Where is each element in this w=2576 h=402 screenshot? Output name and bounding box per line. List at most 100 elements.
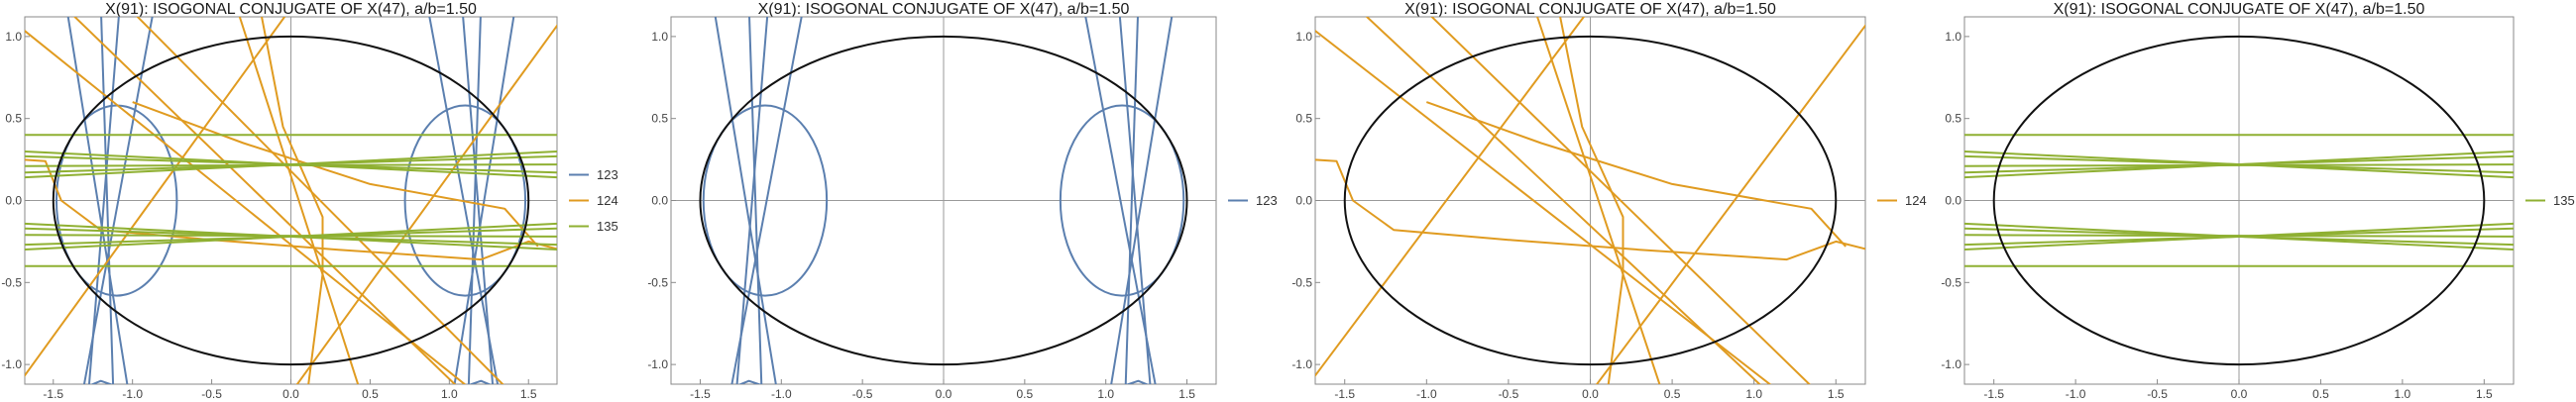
series-123 [702, 17, 1185, 384]
x-tick-label: 0.5 [2312, 387, 2329, 401]
series-124-curve [1536, 17, 1661, 384]
series-124-curve [261, 17, 324, 384]
x-tick-label: -0.5 [1499, 387, 1519, 401]
chart-title: X(91): ISOGONAL CONJUGATE OF X(47), a/b=… [105, 1, 477, 18]
chart-title: X(91): ISOGONAL CONJUGATE OF X(47), a/b=… [758, 1, 1130, 18]
series-123-curve [453, 17, 515, 384]
series-123-curve [1110, 17, 1174, 384]
y-tick-label: 0.5 [651, 112, 668, 126]
series-123-curve [1124, 17, 1139, 384]
y-tick-label: 0.0 [1295, 194, 1312, 208]
chart-panel-1: X(91): ISOGONAL CONJUGATE OF X(47), a/b=… [1, 1, 617, 401]
x-tick-label: -1.5 [1983, 387, 2004, 401]
y-tick-label: -0.5 [1941, 275, 1961, 289]
series-123-curve [100, 17, 115, 384]
x-tick-label: 1.0 [441, 387, 458, 401]
x-tick-label: 1.5 [2476, 387, 2493, 401]
series-124-curve [132, 101, 539, 248]
series-124-curve [1430, 17, 1811, 384]
x-tick-label: -1.0 [2066, 387, 2086, 401]
x-tick-label: 0.0 [282, 387, 299, 401]
series-124-curve [25, 17, 286, 377]
x-tick-label: -0.5 [201, 387, 222, 401]
y-tick-label: 1.0 [651, 30, 668, 44]
legend-label-123: 123 [1256, 193, 1278, 208]
series-123-curve [748, 17, 763, 384]
x-tick-label: -1.5 [43, 387, 63, 401]
plot-area [671, 17, 1216, 384]
y-tick-label: 0.5 [1295, 112, 1312, 126]
y-tick-label: 0.0 [651, 194, 668, 208]
series-124 [1315, 17, 1865, 384]
chart-panel-4: X(91): ISOGONAL CONJUGATE OF X(47), a/b=… [1941, 1, 2574, 401]
plot-area [1315, 17, 1865, 384]
x-tick-label: 0.5 [362, 387, 379, 401]
y-tick-label: -1.0 [1291, 357, 1312, 371]
series-123-curve [66, 17, 129, 384]
series-124-curve [1559, 17, 1624, 384]
series-123-curve [735, 17, 769, 384]
series-124-curve [238, 17, 360, 384]
y-tick-label: 0.0 [5, 194, 22, 208]
series-124-curve [1315, 17, 1586, 377]
series-135-curve [25, 163, 557, 167]
plot-area [25, 17, 557, 384]
chart-panel-3: X(91): ISOGONAL CONJUGATE OF X(47), a/b=… [1291, 1, 1926, 401]
x-tick-label: 1.0 [1745, 387, 1762, 401]
series-123-curve [1125, 379, 1150, 384]
series-123-curve [737, 379, 762, 384]
y-tick-label: -1.0 [1, 357, 22, 371]
x-tick-label: 1.5 [1178, 387, 1195, 401]
series-123-curve [87, 17, 120, 384]
reference-ellipse [1343, 35, 1838, 366]
series-135 [1964, 134, 2514, 267]
series-123-curve [462, 17, 495, 384]
x-tick-label: 1.0 [2395, 387, 2411, 401]
series-124-curve [1365, 17, 1761, 384]
legend-label-124: 124 [597, 193, 618, 208]
x-tick-label: -1.0 [122, 387, 143, 401]
x-tick-label: 0.5 [1017, 387, 1034, 401]
y-tick-label: 1.0 [1295, 30, 1312, 44]
x-tick-label: 1.5 [1828, 387, 1845, 401]
chart-title: X(91): ISOGONAL CONJUGATE OF X(47), a/b=… [2054, 1, 2425, 18]
series-123-curve [714, 17, 777, 384]
series-135-curve [1964, 234, 2514, 238]
x-tick-label: -0.5 [2147, 387, 2168, 401]
series-123-curve [702, 104, 829, 297]
legend-label-135: 135 [2553, 193, 2575, 208]
series-135-curve [1964, 163, 2514, 167]
series-123-curve [1118, 17, 1152, 384]
y-tick-label: -0.5 [647, 275, 668, 289]
legend-label-135: 135 [597, 219, 618, 234]
series-124-curve [73, 17, 457, 384]
y-tick-label: -1.0 [647, 357, 668, 371]
y-tick-label: -0.5 [1, 275, 22, 289]
x-tick-label: 1.0 [1097, 387, 1114, 401]
series-124-curve [1315, 158, 1865, 261]
y-tick-label: 0.0 [1945, 194, 1961, 208]
reference-ellipse [1992, 35, 2486, 366]
y-tick-label: 1.0 [1945, 30, 1961, 44]
y-tick-label: 0.5 [5, 112, 22, 126]
chart-panel-2: X(91): ISOGONAL CONJUGATE OF X(47), a/b=… [647, 1, 1277, 401]
x-tick-label: -1.5 [690, 387, 711, 401]
y-tick-label: -0.5 [1291, 275, 1312, 289]
x-tick-label: -1.0 [771, 387, 792, 401]
x-tick-label: 0.5 [1664, 387, 1681, 401]
series-135 [25, 134, 557, 267]
legend-label-123: 123 [597, 167, 618, 182]
series-135-curve [25, 234, 557, 238]
reference-ellipse [699, 35, 1188, 366]
chart-title: X(91): ISOGONAL CONJUGATE OF X(47), a/b=… [1404, 1, 1776, 18]
series-123-curve [468, 379, 492, 384]
reference-ellipse [52, 35, 530, 366]
x-tick-label: 1.5 [520, 387, 537, 401]
series-124-curve [295, 24, 557, 384]
x-tick-label: -0.5 [852, 387, 873, 401]
series-124-curve [1425, 101, 1847, 248]
legend-label-124: 124 [1905, 193, 1927, 208]
series-123-curve [1059, 104, 1185, 297]
x-tick-label: -1.5 [1334, 387, 1355, 401]
